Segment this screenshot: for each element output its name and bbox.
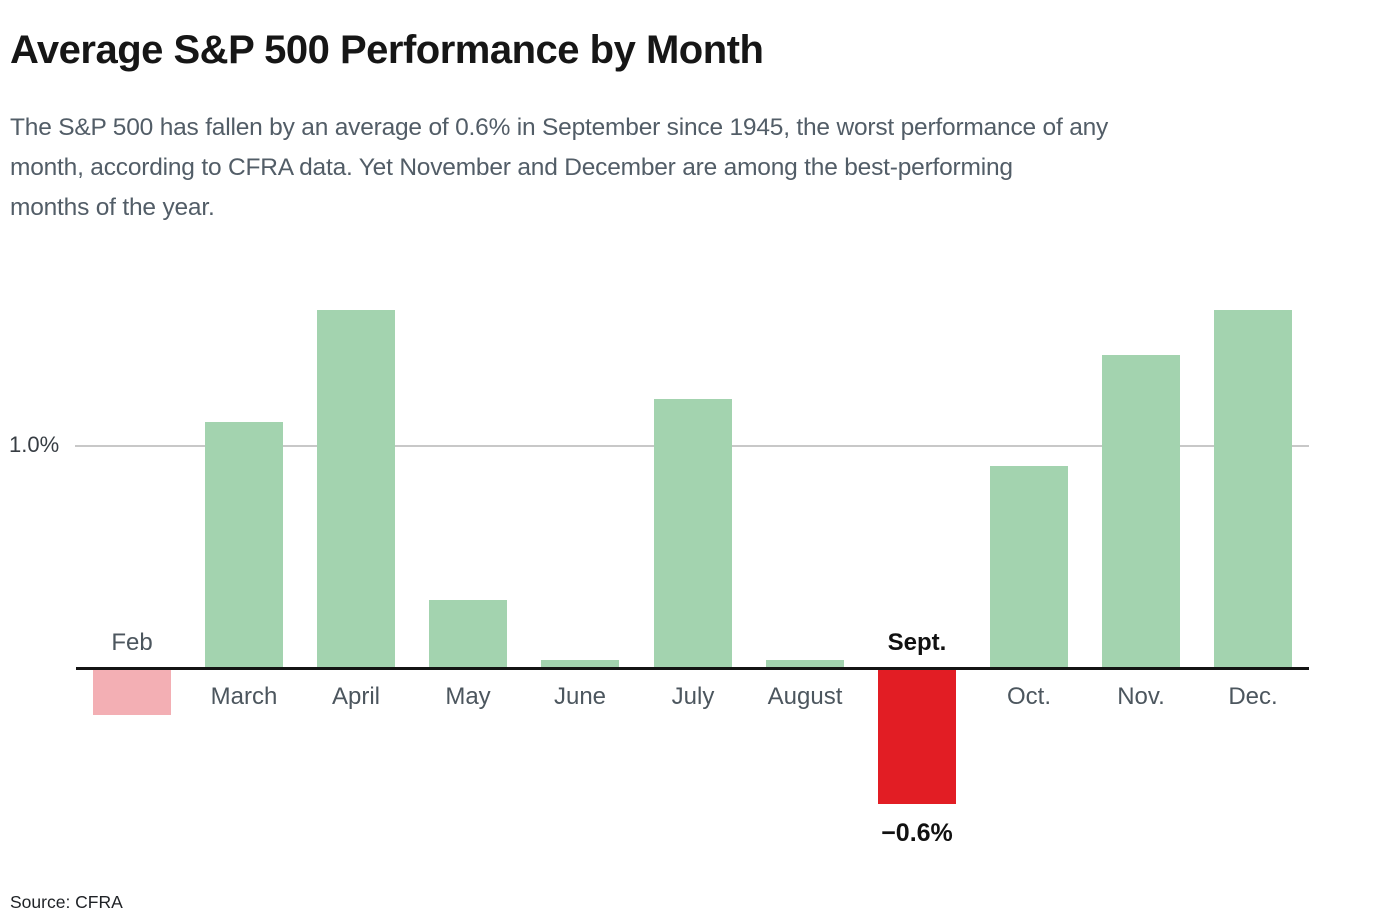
bar-label-oct: Oct. — [1006, 683, 1052, 710]
bar-feb — [93, 670, 171, 715]
bar-value-label-sept: −0.6% — [881, 819, 953, 847]
bar-label-nov: Nov. — [1117, 683, 1165, 710]
bar-march — [205, 422, 283, 667]
bar-label-june: June — [553, 683, 607, 710]
chart-subtitle: The S&P 500 has fallen by an average of … — [10, 114, 1109, 221]
bar-label-august: August — [767, 683, 843, 710]
bar-label-july: July — [671, 683, 715, 710]
x-axis-baseline — [76, 667, 1309, 670]
bar-label-dec: Dec. — [1228, 683, 1278, 710]
bar-label-march: March — [210, 683, 278, 710]
bar-june — [541, 660, 619, 667]
bar-april — [317, 310, 395, 667]
bar-august — [766, 660, 844, 667]
y-axis-tick-label: 1.0% — [9, 432, 60, 457]
bar-oct — [990, 466, 1068, 667]
chart-title: Average S&P 500 Performance by Month — [10, 28, 764, 72]
bar-nov — [1102, 355, 1180, 667]
bar-label-april: April — [331, 683, 381, 710]
bar-label-feb: Feb — [111, 629, 153, 656]
source-label: Source: CFRA — [10, 892, 123, 912]
bar-dec — [1214, 310, 1292, 667]
bar-july — [654, 399, 732, 667]
bar-label-may: May — [445, 683, 491, 710]
bar-label-sept: Sept. — [887, 629, 947, 656]
bar-may — [429, 600, 507, 667]
bar-sept — [878, 670, 956, 804]
